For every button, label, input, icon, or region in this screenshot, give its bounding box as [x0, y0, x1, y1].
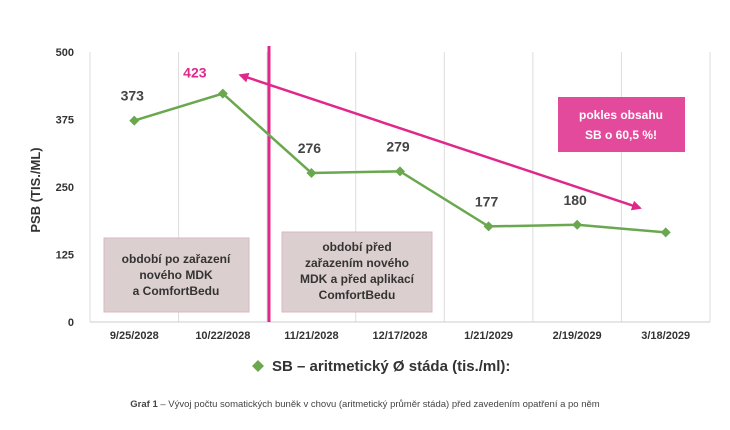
y-tick-label: 375 — [56, 115, 74, 127]
decline-callout-line: pokles obsahu — [579, 108, 663, 122]
annotation-box-left: období po zařazení nového MDK a ComfortB… — [103, 237, 250, 313]
data-point — [129, 115, 140, 126]
data-label: 423 — [183, 65, 207, 81]
data-labels: 373 423 276 279 177 180 — [121, 65, 587, 210]
legend: SB – aritmetický Ø stáda (tis./ml): — [252, 358, 510, 375]
decline-callout-line: SB o 60,5 %! — [585, 128, 657, 142]
y-tick-label: 500 — [56, 47, 74, 59]
x-tick-label: 10/22/2028 — [195, 330, 250, 342]
annotation-box-left-line: nového MDK — [139, 268, 213, 282]
y-axis-label: PSB (TIS./ML) — [28, 147, 43, 232]
legend-marker — [252, 360, 264, 372]
data-point — [483, 221, 494, 232]
data-point — [572, 219, 583, 230]
annotation-box-left-line: a ComfortBedu — [133, 284, 220, 298]
annotation-box-left-bg — [103, 237, 250, 313]
annotation-box-right-line: ComfortBedu — [319, 288, 396, 302]
decline-arrow — [238, 72, 642, 211]
x-tick-label: 2/19/2029 — [553, 330, 602, 342]
x-axis: 9/25/2028 10/22/2028 11/21/2028 12/17/2028 1… — [110, 330, 690, 342]
decline-callout: pokles obsahu SB o 60,5 %! — [558, 97, 685, 152]
annotation-box-right-line: MDK a před aplikací — [300, 272, 415, 286]
annotation-box-right: období před zařazením nového MDK a před … — [281, 231, 433, 313]
x-tick-label: 3/18/2029 — [641, 330, 690, 342]
data-label: 180 — [563, 192, 587, 208]
y-tick-label: 0 — [68, 317, 74, 329]
data-label: 279 — [386, 138, 410, 154]
figure-caption-prefix: Graf 1 — [130, 399, 158, 410]
data-label: 373 — [121, 88, 145, 104]
figure-caption: Graf 1 – Vývoj počtu somatických buněk v… — [130, 399, 600, 410]
y-axis: 0 125 250 375 500 — [56, 47, 74, 329]
x-tick-label: 1/21/2029 — [464, 330, 513, 342]
data-label: 177 — [475, 193, 499, 209]
data-point — [217, 88, 228, 99]
figure-caption-text: – Vývoj počtu somatických buněk v chovu … — [158, 399, 600, 410]
data-label: 276 — [298, 140, 322, 156]
data-point — [660, 227, 671, 238]
y-tick-label: 125 — [56, 250, 74, 262]
x-tick-label: 12/17/2028 — [372, 330, 427, 342]
annotation-box-right-line: zařazením nového — [305, 256, 409, 270]
annotation-box-left-line: období po zařazení — [122, 252, 231, 266]
x-tick-label: 9/25/2028 — [110, 330, 159, 342]
annotation-box-right-bg — [281, 231, 433, 313]
legend-label: SB – aritmetický Ø stáda (tis./ml): — [272, 358, 510, 375]
x-tick-label: 11/21/2028 — [284, 330, 338, 342]
y-tick-label: 250 — [56, 182, 74, 194]
annotation-box-right-line: období před — [322, 240, 391, 254]
decline-callout-bg — [558, 97, 685, 152]
